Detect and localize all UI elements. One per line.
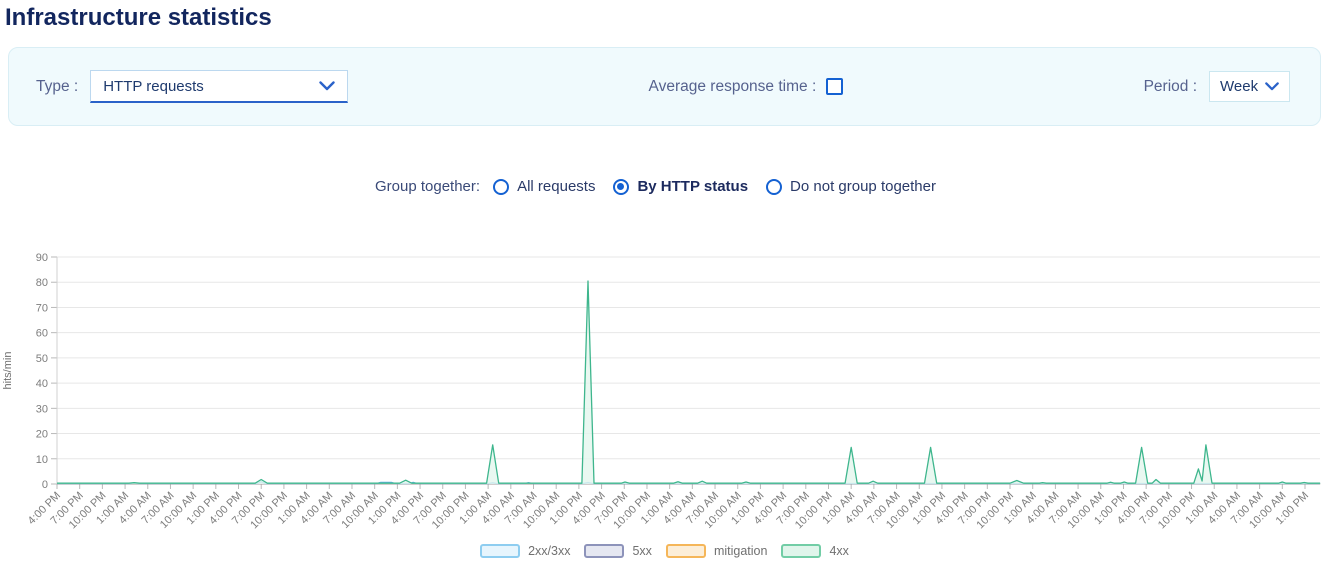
legend-label: 2xx/3xx xyxy=(528,544,571,558)
legend-swatch xyxy=(480,544,521,558)
legend-swatch xyxy=(584,544,625,558)
period-label: Period : xyxy=(1143,77,1197,95)
page-title: Infrastructure statistics xyxy=(5,4,272,31)
legend-swatch xyxy=(781,544,822,558)
radio-all-requests-label: All requests xyxy=(517,178,596,195)
y-axis: 0 10 20 30 40 50 60 70 80 90 hits/min xyxy=(2,252,58,491)
chevron-down-icon xyxy=(1265,82,1279,91)
traffic-chart-canvas: 0 10 20 30 40 50 60 70 80 90 hits/min 4:00 PM7:00 P… xyxy=(2,252,1321,531)
y-tick-label: 30 xyxy=(36,403,48,415)
legend-item-mitigation[interactable]: mitigation xyxy=(665,544,768,558)
y-tick-label: 50 xyxy=(36,353,48,365)
legend-label: mitigation xyxy=(713,544,768,558)
y-tick-label: 0 xyxy=(42,479,48,491)
y-tick-label: 60 xyxy=(36,328,48,340)
avg-response-label: Average response time : xyxy=(648,77,817,95)
grid xyxy=(57,256,1320,485)
y-tick-label: 80 xyxy=(36,277,48,289)
type-select[interactable]: HTTP requests xyxy=(90,70,349,103)
period-select[interactable]: Week xyxy=(1209,71,1290,102)
y-axis-title: hits/min xyxy=(2,352,14,390)
chart-legend: 2xx/3xx 5xx mitigation 4xx xyxy=(0,544,1329,558)
y-tick-label: 70 xyxy=(36,302,48,314)
legend-item-4xx[interactable]: 4xx xyxy=(781,544,849,558)
legend-label: 4xx xyxy=(829,544,849,558)
avg-response-group: Average response time : xyxy=(649,78,844,96)
period-filter-group: Period : Week xyxy=(1144,71,1290,102)
traffic-chart: 0 10 20 30 40 50 60 70 80 90 hits/min 4:00 PM 7:00 P… xyxy=(0,243,1329,558)
radio-icon xyxy=(766,178,783,195)
type-select-value: HTTP requests xyxy=(103,77,204,95)
group-together-label: Group together: xyxy=(375,178,481,195)
period-select-value: Week xyxy=(1220,78,1259,95)
radio-do-not-group-label: Do not group together xyxy=(790,178,936,195)
radio-by-http-status[interactable]: By HTTP status xyxy=(613,178,748,195)
filter-bar: Type : HTTP requests Average response ti… xyxy=(8,47,1321,126)
y-tick-label: 20 xyxy=(36,429,48,441)
y-tick-label: 10 xyxy=(36,454,48,466)
chevron-down-icon xyxy=(319,81,335,91)
legend-swatch xyxy=(665,544,706,558)
type-label: Type : xyxy=(36,77,79,95)
series-4xx xyxy=(57,280,1321,484)
y-tick-label: 40 xyxy=(36,378,48,390)
group-together-row: Group together: All requests By HTTP sta… xyxy=(0,178,1329,195)
radio-checked-icon xyxy=(613,178,630,195)
legend-item-2xx/3xx[interactable]: 2xx/3xx xyxy=(480,544,570,558)
legend-item-5xx[interactable]: 5xx xyxy=(584,544,652,558)
legend-label: 5xx xyxy=(632,544,652,558)
radio-by-http-status-label: By HTTP status xyxy=(637,178,749,195)
avg-response-checkbox[interactable] xyxy=(826,78,844,95)
y-tick-label: 90 xyxy=(36,252,48,264)
radio-icon xyxy=(493,178,510,195)
radio-do-not-group[interactable]: Do not group together xyxy=(766,178,936,195)
type-filter-group: Type : HTTP requests xyxy=(36,70,349,103)
radio-all-requests[interactable]: All requests xyxy=(493,178,595,195)
